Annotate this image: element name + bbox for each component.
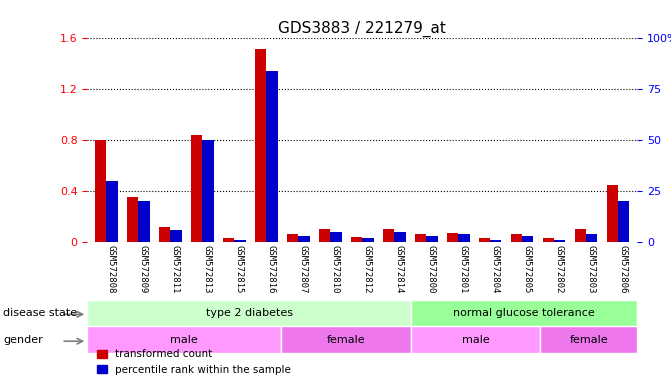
- Bar: [479, 238, 491, 242]
- Text: GSM572807: GSM572807: [299, 245, 307, 293]
- Bar: [255, 49, 266, 242]
- Bar: [266, 71, 278, 242]
- Bar: [383, 229, 395, 242]
- Bar: [107, 181, 117, 242]
- Text: GSM572811: GSM572811: [170, 245, 179, 293]
- Text: GSM572814: GSM572814: [395, 245, 403, 293]
- Text: GSM572816: GSM572816: [266, 245, 275, 293]
- Text: GSM572808: GSM572808: [107, 245, 115, 293]
- Text: GSM572806: GSM572806: [618, 245, 627, 293]
- Text: GSM572801: GSM572801: [458, 245, 467, 293]
- Text: GSM572802: GSM572802: [554, 245, 563, 293]
- FancyBboxPatch shape: [540, 326, 637, 353]
- FancyBboxPatch shape: [281, 326, 411, 353]
- Legend: transformed count, percentile rank within the sample: transformed count, percentile rank withi…: [93, 345, 295, 379]
- Text: GSM572810: GSM572810: [330, 245, 340, 293]
- Bar: [299, 236, 309, 242]
- FancyBboxPatch shape: [87, 326, 281, 353]
- Bar: [586, 234, 597, 242]
- Bar: [159, 227, 170, 242]
- Bar: [319, 229, 330, 242]
- Text: GSM572812: GSM572812: [362, 245, 371, 293]
- Text: GSM572800: GSM572800: [426, 245, 435, 293]
- Bar: [330, 232, 342, 242]
- Bar: [170, 230, 182, 242]
- FancyBboxPatch shape: [87, 300, 411, 326]
- Bar: [491, 240, 501, 242]
- Text: GSM572815: GSM572815: [234, 245, 244, 293]
- Text: male: male: [170, 335, 198, 345]
- Bar: [618, 201, 629, 242]
- Bar: [223, 238, 234, 242]
- Bar: [234, 240, 246, 242]
- Text: male: male: [462, 335, 490, 345]
- Bar: [362, 238, 374, 242]
- Bar: [287, 234, 299, 242]
- Bar: [127, 197, 138, 242]
- Bar: [95, 140, 107, 242]
- Bar: [607, 185, 618, 242]
- Bar: [191, 135, 203, 242]
- Bar: [522, 236, 533, 242]
- Bar: [415, 234, 426, 242]
- Title: GDS3883 / 221279_at: GDS3883 / 221279_at: [278, 21, 446, 37]
- Text: disease state: disease state: [3, 308, 77, 318]
- Text: GSM572803: GSM572803: [586, 245, 595, 293]
- FancyBboxPatch shape: [411, 326, 540, 353]
- Text: gender: gender: [3, 335, 43, 345]
- Bar: [543, 238, 554, 242]
- Bar: [426, 236, 437, 242]
- Bar: [458, 234, 470, 242]
- Bar: [395, 232, 405, 242]
- Text: female: female: [570, 335, 608, 345]
- Bar: [203, 140, 213, 242]
- Text: GSM572805: GSM572805: [522, 245, 531, 293]
- Bar: [447, 233, 458, 242]
- Text: normal glucose tolerance: normal glucose tolerance: [454, 308, 595, 318]
- Bar: [511, 234, 522, 242]
- FancyBboxPatch shape: [411, 300, 637, 326]
- Text: GSM572809: GSM572809: [138, 245, 148, 293]
- Bar: [554, 240, 566, 242]
- Text: GSM572813: GSM572813: [203, 245, 211, 293]
- Text: type 2 diabetes: type 2 diabetes: [205, 308, 293, 318]
- Bar: [138, 201, 150, 242]
- Text: GSM572804: GSM572804: [491, 245, 499, 293]
- Bar: [351, 237, 362, 242]
- Bar: [575, 229, 586, 242]
- Text: female: female: [327, 335, 366, 345]
